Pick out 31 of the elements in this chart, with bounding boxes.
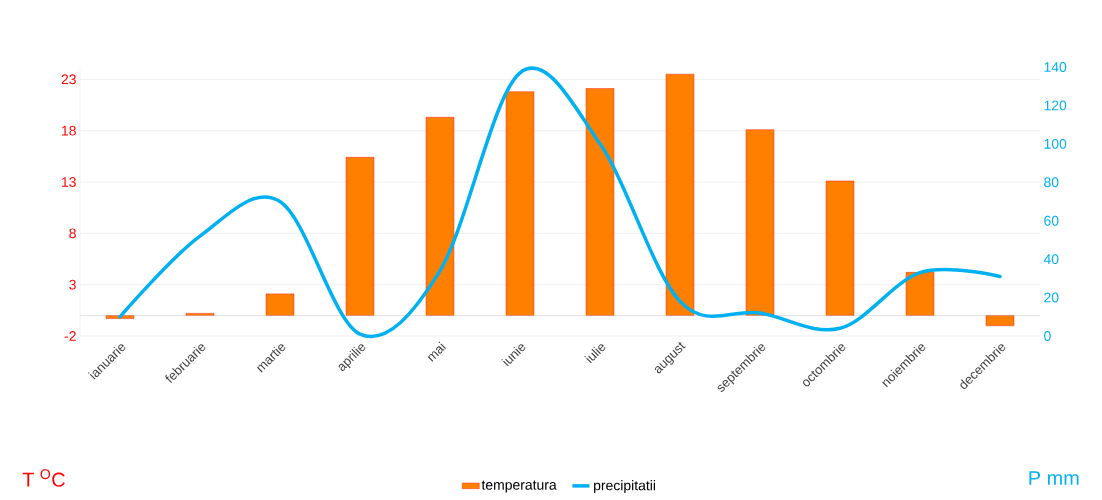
y2-tick-label: 140 [1044,62,1067,72]
y-tick-label: 23 [61,74,76,85]
text: P mm [1029,471,1079,485]
y2-tick-label: 120 [1044,100,1067,111]
y2-tick-label: 80 [1044,177,1059,188]
y-tick-label: 13 [62,177,76,187]
y-tick-label: 18 [62,125,76,136]
bar [905,272,935,316]
bar [265,293,295,316]
bar [585,88,615,316]
y-tick-label: -2 [64,331,76,341]
y-tick-label: 8 [69,228,76,239]
x-tick-label: mai [427,341,447,362]
y2-tick-label: 100 [1044,138,1067,149]
text: T $^{O}$C [22,469,65,487]
y2-tick-label: 60 [1044,215,1059,226]
y2-tick-label: 20 [1044,292,1059,303]
bar [345,157,375,316]
x-tick-label: iulie [584,344,606,364]
bar [745,129,775,316]
bar [985,315,1015,326]
bar [425,117,455,316]
y2-tick-label: 0 [1044,331,1051,341]
bar [505,91,535,316]
bar [825,180,855,316]
legend-label: precipitatii [594,480,655,494]
y2-tick-label: 40 [1043,254,1059,265]
bar [665,73,695,316]
y-tick-label: 3 [69,279,76,290]
legend-label: temperatura [481,480,557,493]
x-tick-label: iunie [501,344,526,367]
